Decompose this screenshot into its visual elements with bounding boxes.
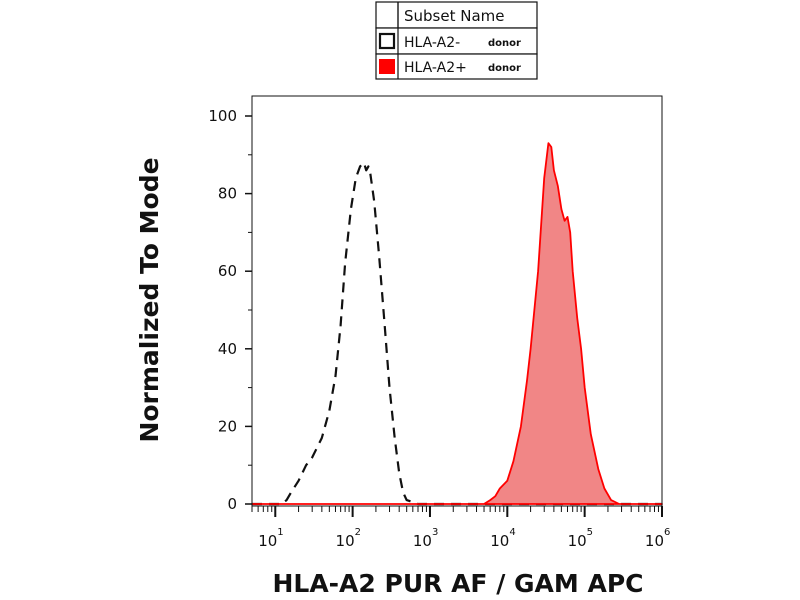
legend-label-positive: HLA-A2+ <box>404 60 467 76</box>
legend-suffix-positive: donor <box>488 63 521 74</box>
x-tick-label-1e5: 10 <box>568 532 587 550</box>
y-tick-label-40: 40 <box>218 340 237 358</box>
series-layer <box>251 142 663 506</box>
y-tick-label-80: 80 <box>218 185 237 203</box>
legend-suffix-negative: donor <box>488 38 521 49</box>
x-tick-label-1e1: 10 <box>258 532 277 550</box>
legend: Subset Name HLA-A2- donor HLA-A2+ donor <box>375 1 538 80</box>
x-tick-label-exponent-1e1: 1 <box>277 527 283 538</box>
y-tick-label-20: 20 <box>218 417 237 435</box>
x-tick-label-exponent-1e3: 3 <box>432 527 438 538</box>
plot-frame <box>251 95 663 507</box>
x-tick-label-exponent-1e2: 2 <box>355 527 361 538</box>
y-tick-label-0: 0 <box>227 495 237 513</box>
x-axis-title: HLA-A2 PUR AF / GAM APC <box>272 569 643 598</box>
legend-swatch-positive <box>379 59 395 74</box>
x-tick-label-exponent-1e4: 4 <box>509 527 515 538</box>
x-tick-label-1e3: 10 <box>413 532 432 550</box>
legend-header-cell <box>375 1 538 29</box>
legend-row-1 <box>375 27 538 55</box>
series-2-filled-histogram <box>251 142 663 505</box>
y-tick-label-100: 100 <box>208 107 237 125</box>
x-tick-label-1e2: 10 <box>336 532 355 550</box>
y-tick-label-60: 60 <box>218 262 237 280</box>
y-axis-title: Normalized To Mode <box>135 157 164 442</box>
legend-swatch-negative <box>378 32 396 50</box>
legend-header: Subset Name <box>404 7 505 25</box>
x-tick-label-exponent-1e5: 5 <box>587 527 593 538</box>
x-tick-label-1e6: 10 <box>645 532 664 550</box>
legend-row-2 <box>375 53 538 80</box>
x-tick-label-1e4: 10 <box>490 532 509 550</box>
series-1-dashed-histogram <box>252 161 662 506</box>
x-tick-label-exponent-1e6: 6 <box>664 527 670 538</box>
legend-label-negative: HLA-A2- <box>404 35 460 51</box>
